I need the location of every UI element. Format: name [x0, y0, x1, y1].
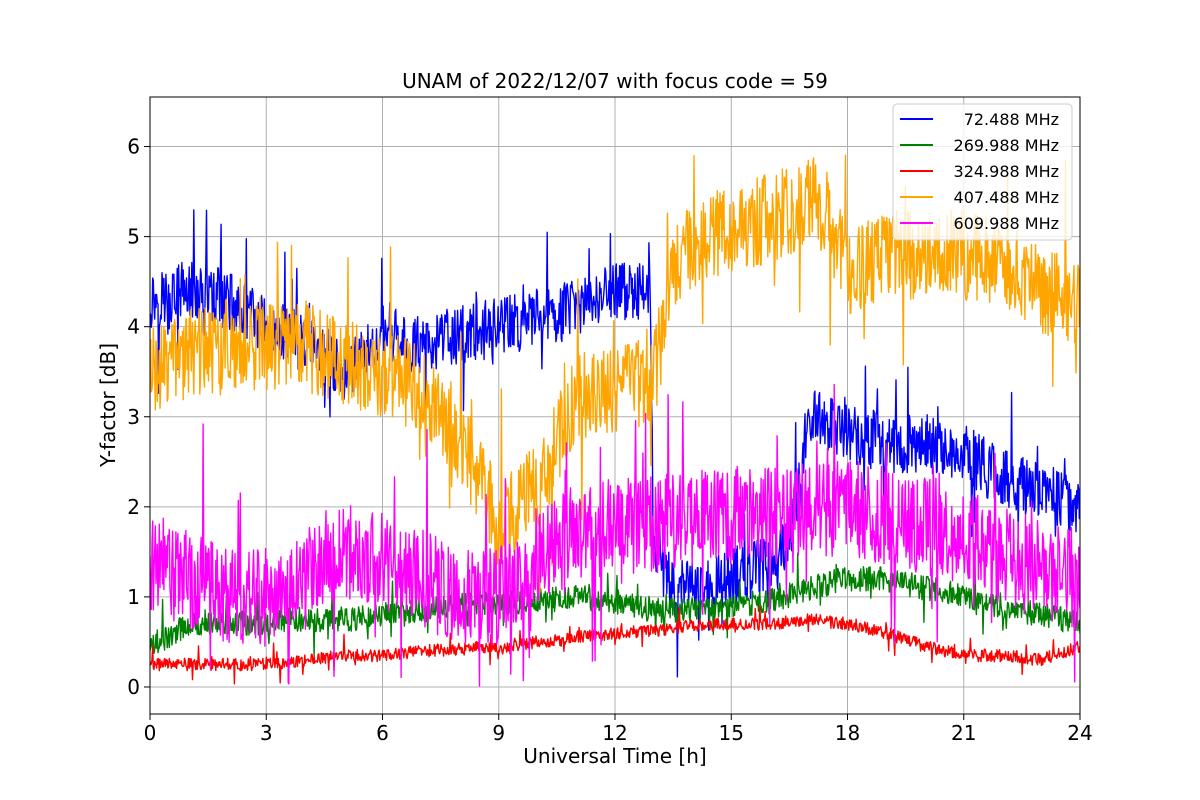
x-tick-label: 6	[376, 721, 389, 745]
legend-label: 72.488 MHz	[964, 110, 1059, 129]
x-axis: 0 3 6 9 12 15 18 21 24	[144, 714, 1093, 745]
y-tick-label: 4	[127, 315, 140, 339]
series-line-609-988-mhz	[150, 383, 1080, 687]
y-tick-label: 0	[127, 675, 140, 699]
x-axis-label: Universal Time [h]	[523, 744, 706, 768]
x-tick-label: 3	[260, 721, 273, 745]
y-axis-label: Y-factor [dB]	[96, 343, 120, 468]
chart-title: UNAM of 2022/12/07 with focus code = 59	[402, 69, 828, 93]
legend: 72.488 MHz 269.988 MHz 324.988 MHz 407.488 …	[892, 103, 1073, 241]
legend-box	[892, 103, 1073, 241]
legend-label: 407.488 MHz	[954, 188, 1059, 207]
x-tick-label: 12	[602, 721, 627, 745]
y-tick-label: 1	[127, 585, 140, 609]
legend-label: 269.988 MHz	[954, 136, 1059, 155]
x-tick-label: 21	[951, 721, 976, 745]
y-tick-label: 5	[127, 225, 140, 249]
x-tick-label: 9	[492, 721, 505, 745]
y-tick-label: 2	[127, 495, 140, 519]
x-tick-label: 0	[144, 721, 157, 745]
x-tick-label: 18	[835, 721, 860, 745]
y-tick-label: 3	[127, 405, 140, 429]
y-tick-label: 6	[127, 135, 140, 159]
legend-label: 609.988 MHz	[954, 214, 1059, 233]
x-tick-label: 15	[719, 721, 744, 745]
legend-label: 324.988 MHz	[954, 162, 1059, 181]
series-line-324-988-mhz	[150, 605, 1080, 685]
y-axis: 0 1 2 3 4 5 6	[127, 135, 150, 699]
series-line-72-488-mhz	[150, 209, 1080, 678]
x-tick-label: 24	[1067, 721, 1092, 745]
